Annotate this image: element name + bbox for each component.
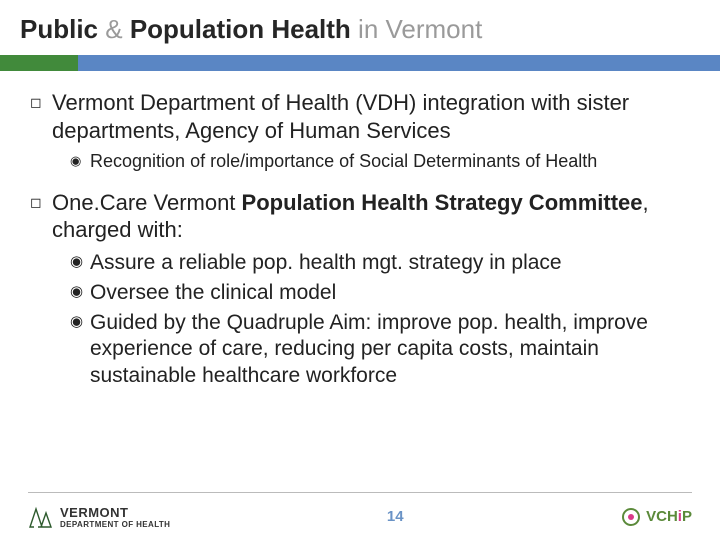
page-number: 14 xyxy=(387,508,404,525)
bullet-2-sub-3: ◉ Guided by the Quadruple Aim: improve p… xyxy=(70,310,690,389)
tree-icon xyxy=(28,505,56,529)
bullet-2-text: One.Care Vermont Population Health Strat… xyxy=(52,189,690,244)
bullet-2-sub-2: ◉ Oversee the clinical model xyxy=(70,280,690,306)
bullet-2-bold: Population Health Strategy Committee xyxy=(242,190,643,215)
target-bullet-icon: ◉ xyxy=(70,150,90,173)
vchip-text: VCHiP xyxy=(646,508,692,525)
bullet-2-sub-1-text: Assure a reliable pop. health mgt. strat… xyxy=(90,250,562,276)
accent-bar xyxy=(0,55,720,71)
slide-footer: VERMONT DEPARTMENT OF HEALTH 14 VCHiP xyxy=(28,492,692,540)
vchip-logo: VCHiP xyxy=(620,506,692,528)
vchip-p: P xyxy=(682,508,692,525)
slide-content: ◻ Vermont Department of Health (VDH) int… xyxy=(0,71,720,389)
target-bullet-icon: ◉ xyxy=(70,310,90,389)
vermont-dept: DEPARTMENT OF HEALTH xyxy=(60,520,170,529)
title-amp: & xyxy=(98,14,130,44)
vchip-vch: VCH xyxy=(646,508,678,525)
accent-bar-green xyxy=(0,55,78,71)
title-tail: in Vermont xyxy=(351,14,483,44)
bullet-2-prefix: One.Care Vermont xyxy=(52,190,242,215)
target-bullet-icon: ◉ xyxy=(70,280,90,306)
vermont-logo: VERMONT DEPARTMENT OF HEALTH xyxy=(28,505,170,529)
bullet-2-sub-1: ◉ Assure a reliable pop. health mgt. str… xyxy=(70,250,690,276)
target-bullet-icon: ◉ xyxy=(70,250,90,276)
vermont-name: VERMONT xyxy=(60,505,170,520)
vchip-icon xyxy=(620,506,642,528)
slide-title: Public & Population Health in Vermont xyxy=(0,0,720,55)
bullet-1-sub: ◉ Recognition of role/importance of Soci… xyxy=(70,150,690,173)
bullet-2-sub-3-text: Guided by the Quadruple Aim: improve pop… xyxy=(90,310,690,389)
bullet-2-sub-2-text: Oversee the clinical model xyxy=(90,280,336,306)
title-part1: Public xyxy=(20,14,98,44)
bullet-2: ◻ One.Care Vermont Population Health Str… xyxy=(30,189,690,244)
square-bullet-icon: ◻ xyxy=(30,89,52,144)
bullet-1-text: Vermont Department of Health (VDH) integ… xyxy=(52,89,690,144)
accent-bar-blue xyxy=(78,55,720,71)
vermont-logo-text: VERMONT DEPARTMENT OF HEALTH xyxy=(60,505,170,529)
bullet-1-sub-text: Recognition of role/importance of Social… xyxy=(90,150,597,173)
title-part2: Population Health xyxy=(130,14,351,44)
square-bullet-icon: ◻ xyxy=(30,189,52,244)
bullet-1: ◻ Vermont Department of Health (VDH) int… xyxy=(30,89,690,144)
